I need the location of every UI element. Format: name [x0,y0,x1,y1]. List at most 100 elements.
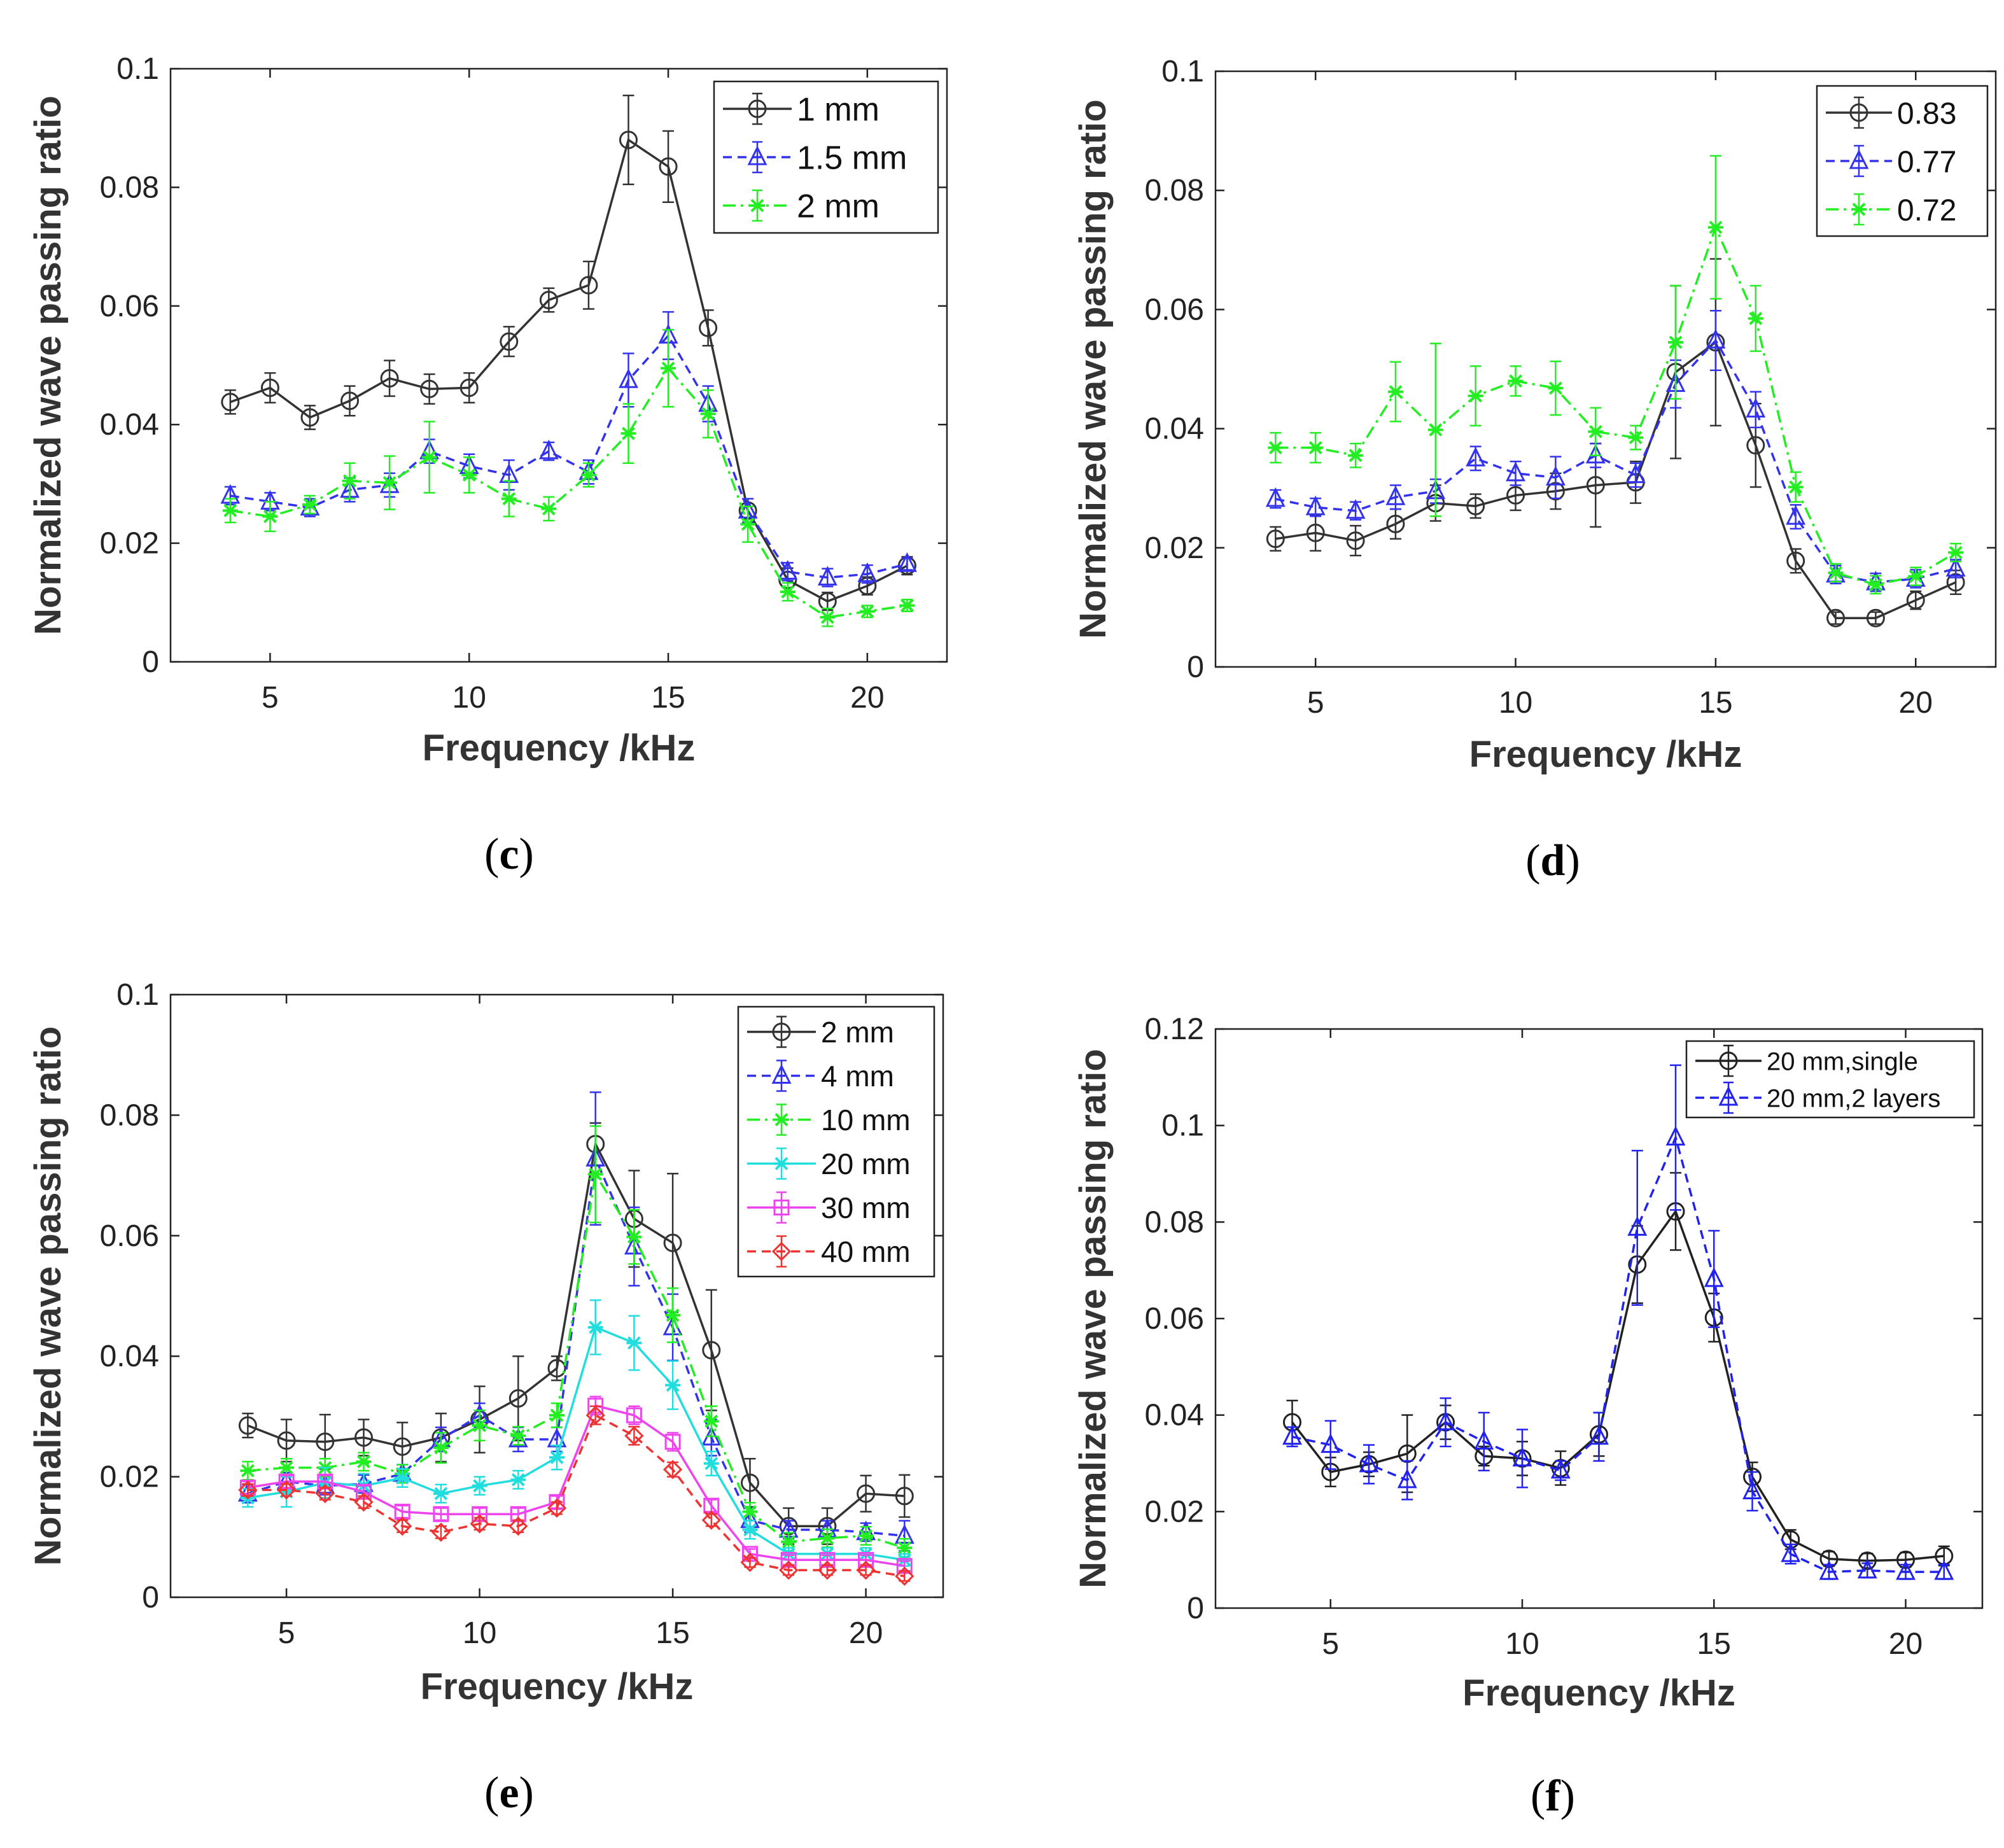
data-point [1826,608,1846,627]
data-point [508,1389,528,1408]
caption-letter: f [1545,1772,1560,1821]
y-tick-label: 0.02 [1145,1495,1204,1529]
data-point [1345,499,1366,519]
data-point [380,369,399,388]
data-point [1427,423,1443,437]
series-20 mm,2 layers [1282,1064,1954,1580]
data-point [395,1471,410,1485]
legend-entry-label: 0.77 [1897,145,1956,179]
y-tick-label: 0.04 [1145,1399,1204,1432]
x-tick-label: 15 [655,1616,689,1650]
y-tick-label: 0 [1187,1592,1204,1625]
data-point [1628,431,1644,445]
data-point [1828,566,1844,580]
y-axis-label: Normalized wave passing ratio [1072,1049,1114,1588]
caption-e: (e) [484,1768,534,1817]
y-tick-label: 0.06 [1145,1302,1204,1336]
data-point [1786,505,1806,525]
data-point [260,378,279,397]
data-point [500,332,519,351]
data-point [1387,385,1403,398]
data-point [895,1487,914,1506]
data-point [459,378,479,397]
data-point [857,562,878,582]
data-point [741,1473,759,1492]
legend-marker [750,199,765,213]
legend-entry-label: 4 mm [821,1060,894,1093]
data-point [549,1450,564,1464]
data-point [580,468,596,482]
data-point [1308,441,1324,454]
series-2 mm [222,328,915,627]
x-tick-label: 20 [850,681,884,715]
legend-marker [1719,1051,1738,1070]
data-point [858,1529,874,1543]
data-point [1268,441,1284,454]
x-axis-label: Frequency /kHz [423,727,696,769]
data-point [1397,1468,1417,1488]
y-tick-label: 0.06 [1145,293,1204,326]
data-point [240,1464,256,1478]
chart-panel-d: 5 10 15 20 0 0.02 0.04 0.06 0.08 0.1 Frequency /kH… [1072,55,1997,885]
data-point [1857,1558,1877,1579]
legend-entry-label: 10 mm [821,1103,911,1137]
data-point [1589,1425,1609,1445]
x-tick-label: 15 [1699,686,1732,720]
data-point [354,1492,374,1512]
x-tick-label: 5 [1322,1627,1339,1661]
data-point [587,1320,603,1334]
legend: 0.83 0.77 0.72 [1816,85,1989,237]
y-tick-label: 0 [1187,650,1204,684]
data-point [817,1560,837,1580]
series-0.72 [1268,155,1964,595]
y-tick-label: 0.02 [1145,531,1204,565]
series-40 mm [238,1405,914,1586]
x-tick-label: 5 [1307,686,1324,720]
x-tick-label: 20 [849,1616,883,1650]
y-tick-label: 0 [142,1581,159,1614]
data-point [421,451,437,464]
data-point [1346,531,1365,550]
data-point [620,426,636,440]
data-point [585,1405,605,1425]
series-line [1275,339,1956,584]
series-line [230,333,907,579]
data-point [740,1552,760,1572]
legend-entry-label: 20 mm [821,1147,911,1180]
data-point [238,1416,257,1435]
caption-paren-open: ( [1531,1772,1545,1821]
data-point [626,1230,642,1244]
data-point [510,1473,526,1487]
legend: 1 mm 1.5 mm 2 mm [713,80,939,234]
data-point [1625,463,1646,484]
data-point [1866,608,1885,627]
series-line [1292,1134,1944,1573]
data-point [1506,486,1525,505]
legend-entry-label: 0.83 [1897,97,1956,130]
data-point [859,605,875,619]
legend-box [737,1005,935,1278]
data-point [897,1541,913,1555]
caption-paren-open: ( [1525,836,1540,885]
data-point [699,318,718,337]
caption-paren-open: ( [484,830,499,879]
data-point [895,1566,914,1586]
legend-marker [748,99,767,118]
legend-entry-label: 1.5 mm [797,140,907,177]
data-point [587,1167,603,1181]
y-tick-label: 0.1 [1161,55,1204,88]
data-point [221,393,240,412]
data-point [1746,398,1766,418]
data-point [701,1510,721,1530]
data-point [778,559,798,580]
data-point [1748,312,1763,325]
data-point [857,1484,876,1503]
data-point [461,468,477,482]
data-point [470,1514,489,1534]
data-point [433,1487,449,1501]
data-point [1386,514,1405,533]
series-line [1275,224,1957,586]
data-point [1788,480,1804,494]
data-point [1265,487,1286,507]
data-point [433,1506,449,1522]
